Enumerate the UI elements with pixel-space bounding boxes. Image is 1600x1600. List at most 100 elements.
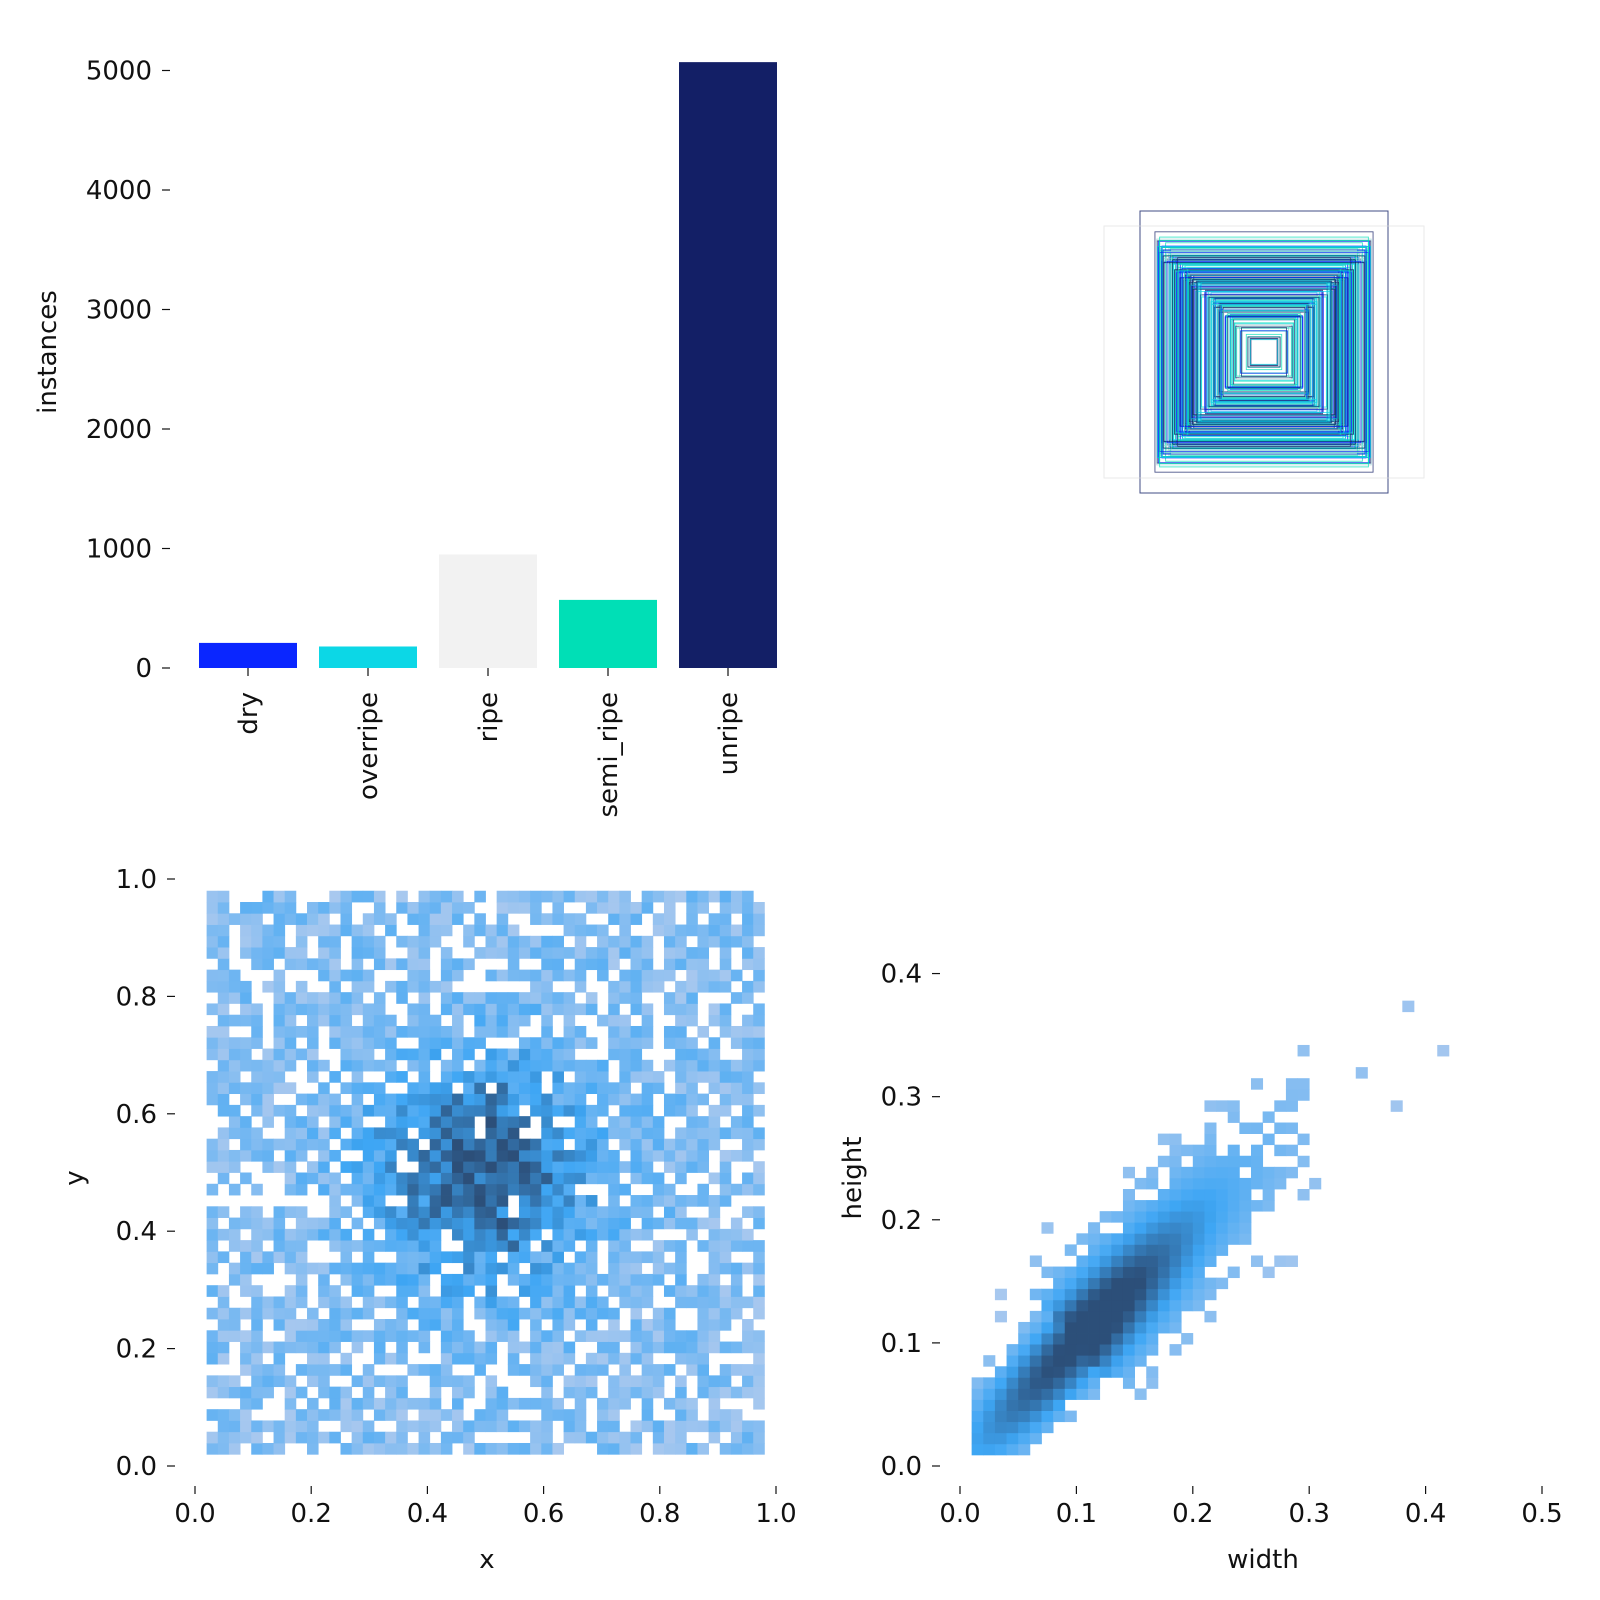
heatmap-cell	[329, 1217, 341, 1230]
heatmap-cell	[452, 1183, 464, 1196]
heatmap-cell	[362, 913, 375, 925]
heatmap-cell	[518, 1442, 531, 1455]
heatmap-cell	[518, 1217, 531, 1230]
heatmap-cell	[452, 1037, 464, 1049]
heatmap-cell	[474, 1420, 486, 1433]
heatmap-cell	[663, 1059, 676, 1072]
heatmap-cell	[440, 1082, 453, 1095]
y-axis: 0.00.20.40.60.81.0	[116, 865, 175, 1482]
heatmap-cell	[630, 958, 643, 971]
heatmap-cell	[552, 1330, 564, 1342]
heatmap-cell	[1041, 1366, 1054, 1378]
heatmap-cell	[1169, 1288, 1182, 1301]
heatmap-cell	[619, 1386, 631, 1399]
heatmap-cell	[217, 1307, 230, 1320]
heatmap-cell	[708, 1138, 721, 1151]
heatmap-cell	[1006, 1366, 1019, 1378]
heatmap-cell	[1181, 1299, 1194, 1312]
heatmap-cell	[329, 992, 341, 1004]
heatmap-cell	[619, 1093, 631, 1106]
heatmap-cell	[452, 1104, 464, 1117]
heatmap-cell	[418, 1364, 431, 1376]
heatmap-cell	[552, 1319, 564, 1331]
heatmap-cell	[452, 1127, 464, 1140]
heatmap-cell	[1169, 1277, 1182, 1290]
heatmap-cell	[440, 1217, 453, 1230]
heatmap-cell	[663, 1420, 676, 1433]
heatmap-cell	[463, 1116, 475, 1128]
heatmap-cell	[675, 1273, 687, 1286]
box	[1103, 225, 1425, 479]
heatmap-cell	[753, 1307, 765, 1320]
heatmap-cell	[496, 1296, 509, 1309]
heatmap-cell	[217, 1442, 230, 1455]
heatmap-cell	[652, 1364, 665, 1376]
heatmap-cell	[273, 1375, 286, 1388]
heatmap-cell	[597, 1431, 609, 1444]
heatmap-cell	[608, 890, 620, 903]
heatmap-cell	[608, 1127, 620, 1140]
heatmap-cell	[530, 1228, 542, 1241]
heatmap-cell	[686, 1071, 698, 1083]
heatmap-cell	[396, 1116, 408, 1128]
heatmap-cell	[697, 1183, 710, 1196]
heatmap-cell	[452, 958, 464, 971]
heatmap-cell	[552, 1228, 564, 1241]
heatmap-cell	[1227, 1144, 1240, 1157]
heatmap-cell	[675, 1240, 687, 1252]
heatmap-cell	[552, 947, 564, 959]
heatmap-cell	[463, 1183, 475, 1196]
heatmap-cell	[1006, 1377, 1019, 1389]
heatmap-cell	[563, 1059, 576, 1072]
heatmap-cell	[396, 1397, 408, 1410]
heatmap-cell	[251, 1025, 263, 1038]
heatmap-cell	[585, 958, 598, 971]
y-tick-label: 1000	[86, 535, 152, 565]
heatmap-cell	[496, 1093, 509, 1106]
box	[1213, 298, 1315, 406]
x-axis: dry overripe ripe semi_ripe unripe	[234, 668, 744, 818]
heatmap-cell	[753, 1183, 765, 1196]
heatmap-cell	[496, 1217, 509, 1230]
heatmap-cell	[1169, 1344, 1182, 1356]
heatmap-cell	[373, 947, 386, 959]
heatmap-cell	[1437, 1044, 1450, 1057]
heatmap-cell	[1018, 1366, 1031, 1378]
heatmap-cell	[206, 1442, 219, 1455]
heatmap-cell	[719, 1409, 732, 1421]
heatmap-cell	[574, 1409, 587, 1421]
x-tick-label: 0.6	[523, 1499, 564, 1529]
heatmap-cell	[284, 1116, 297, 1128]
bar-overripe	[319, 646, 417, 668]
heatmap-cell	[385, 1319, 397, 1331]
heatmap-cell	[1111, 1310, 1124, 1323]
heatmap-cell	[686, 1409, 698, 1421]
heatmap-cell	[708, 1262, 721, 1275]
heatmap-cell	[318, 1375, 330, 1388]
heatmap-cell	[697, 890, 710, 903]
heatmap-cell	[407, 1307, 419, 1320]
heatmap-cell	[228, 1048, 241, 1061]
heatmap-cell	[753, 924, 765, 937]
heatmap-cell	[251, 1262, 263, 1275]
heatmap-cell	[206, 947, 219, 959]
heatmap-cell	[597, 1273, 609, 1286]
heatmap-cell	[1181, 1211, 1194, 1223]
heatmap-cell	[742, 902, 754, 914]
heatmap-cell	[496, 947, 509, 959]
heatmap-cell	[518, 1082, 531, 1095]
heatmap-cell	[418, 969, 431, 982]
heatmap-cell	[641, 1014, 654, 1027]
heatmap-cell	[742, 1014, 754, 1027]
box	[1195, 291, 1333, 413]
heatmap-cell	[719, 1307, 732, 1320]
heatmap-cell	[1157, 1266, 1170, 1279]
heatmap-cell	[552, 1003, 564, 1016]
heatmap-cell	[362, 947, 375, 959]
heatmap-cell	[351, 992, 364, 1004]
heatmap-cell	[1204, 1177, 1217, 1190]
heatmap-cell	[262, 1104, 274, 1117]
heatmap-cell	[541, 1217, 553, 1230]
heatmap-cell	[608, 1420, 620, 1433]
heatmap-cell	[307, 1014, 319, 1027]
